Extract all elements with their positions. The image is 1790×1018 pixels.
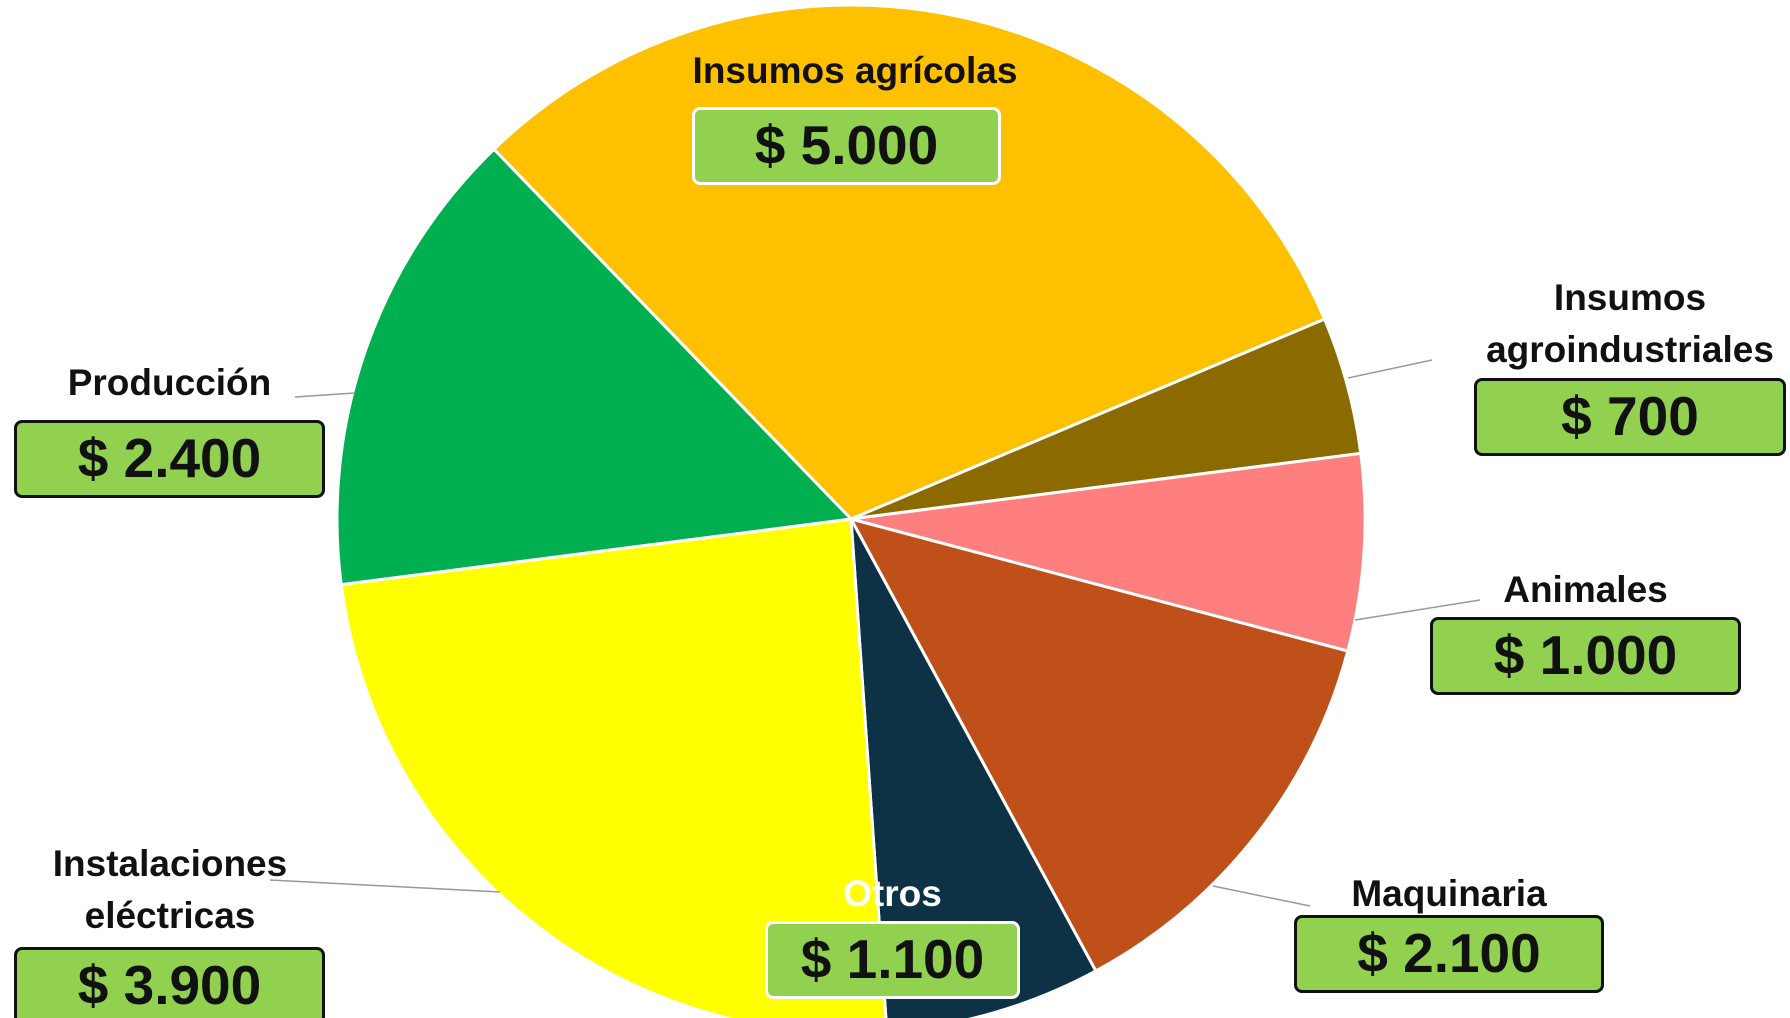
category-label: Maquinaria: [1351, 873, 1547, 914]
slices: [335, 3, 1367, 1018]
pie-slice: [335, 147, 855, 587]
value-label: $ 1.000: [1430, 617, 1741, 695]
category-label: Insumos agroindustriales: [1486, 277, 1774, 370]
value-label: $ 2.400: [14, 420, 325, 498]
value-label: $ 700: [1474, 378, 1786, 456]
pie-slice: [848, 516, 1350, 973]
pie-slice: [849, 518, 1098, 1018]
value-label: $ 2.100: [1294, 915, 1604, 993]
category-label: Animales: [1503, 569, 1668, 610]
leader-line: [1347, 359, 1433, 379]
leader-line: [269, 879, 501, 893]
leader-line: [294, 392, 356, 398]
leader-lines: [269, 359, 1481, 907]
pie-slice: [850, 451, 1367, 653]
value-label: $ 3.900: [14, 947, 325, 1018]
category-label: Insumos agrícolas: [692, 50, 1018, 91]
category-label: Instalaciones eléctricas: [52, 843, 288, 936]
value-label: $ 1.100: [765, 921, 1020, 999]
pie-slice: [339, 517, 888, 1018]
value-label: $ 5.000: [692, 107, 1001, 185]
category-label: Producción: [67, 362, 272, 403]
leader-line: [1212, 885, 1311, 907]
category-label: Otros: [843, 873, 942, 914]
leader-line: [1354, 599, 1481, 621]
